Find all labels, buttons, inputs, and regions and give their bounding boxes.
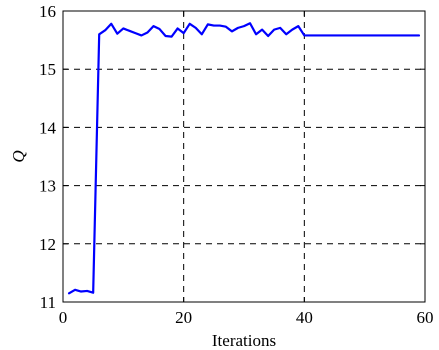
series-line xyxy=(67,22,421,295)
series-group xyxy=(67,22,421,295)
y-tick-label: 11 xyxy=(40,293,56,312)
x-tick-label: 20 xyxy=(175,308,192,327)
tick-labels: 0 20 40 60 11 12 13 14 15 16 xyxy=(39,2,434,327)
y-tick-label: 12 xyxy=(39,235,56,254)
y-tick-label: 16 xyxy=(39,2,56,21)
plot-frame xyxy=(62,10,426,303)
ticks xyxy=(62,10,426,303)
y-axis-label: Q xyxy=(9,150,28,162)
x-tick-label: 0 xyxy=(59,308,68,327)
y-tick-label: 13 xyxy=(39,177,56,196)
x-tick-label: 40 xyxy=(296,308,313,327)
y-tick-label: 15 xyxy=(39,60,56,79)
x-tick-label: 60 xyxy=(417,308,434,327)
grid xyxy=(63,11,425,302)
y-tick-label: 14 xyxy=(39,118,57,137)
x-axis-label: Iterations xyxy=(212,331,276,350)
